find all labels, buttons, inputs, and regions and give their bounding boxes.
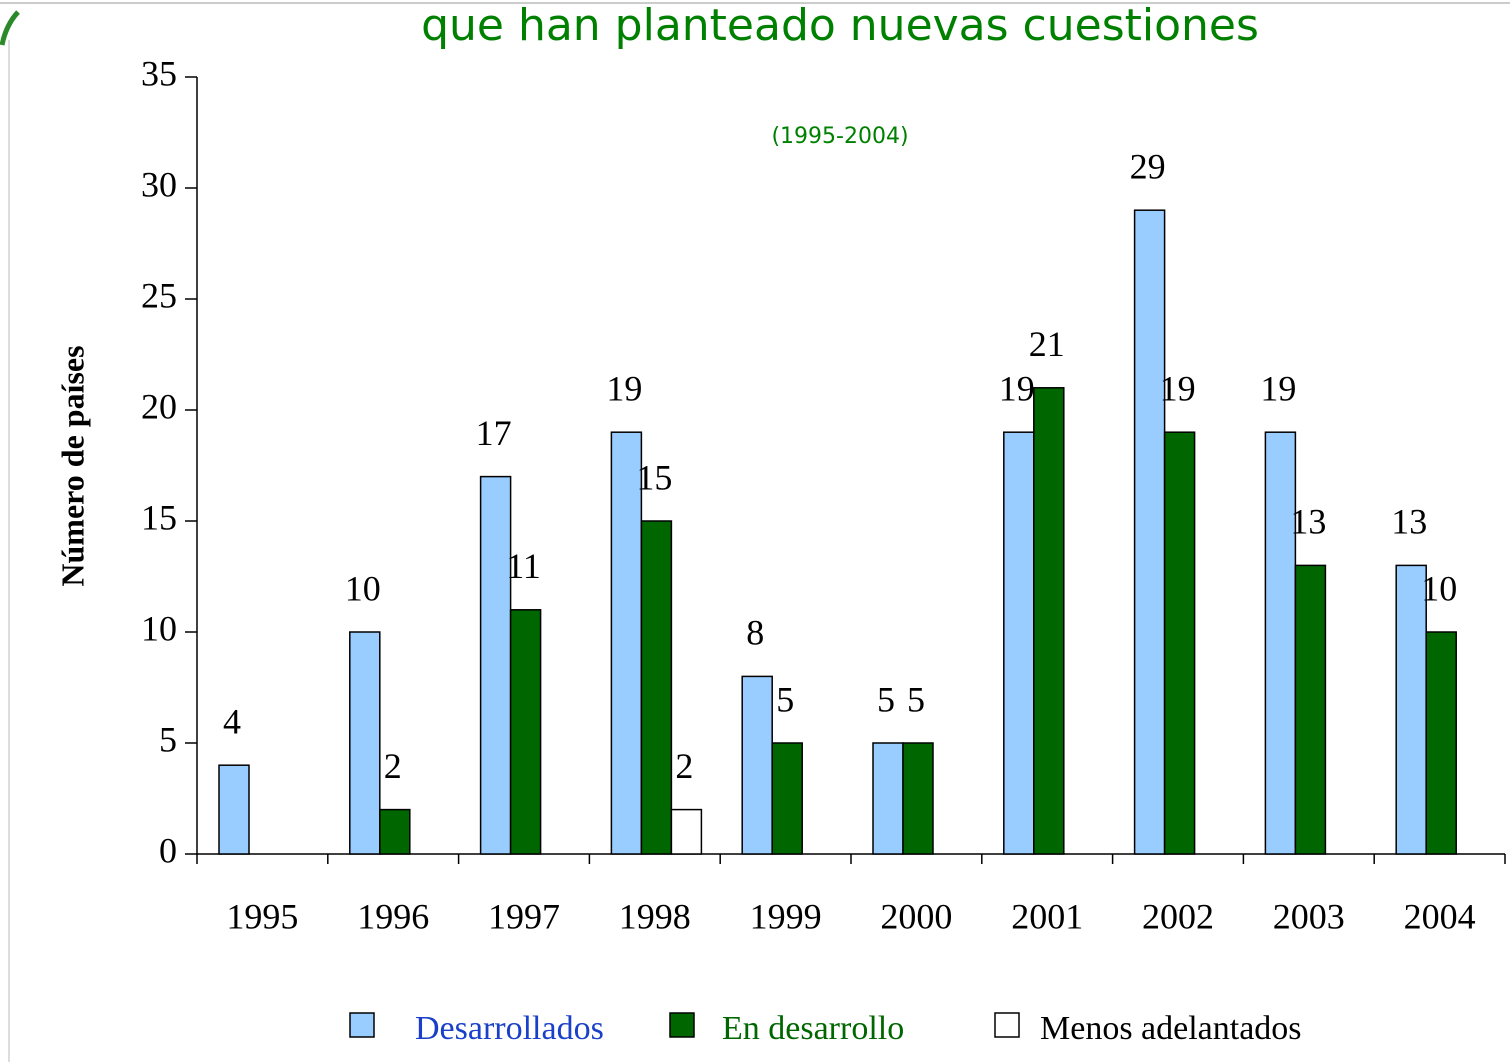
bar — [509, 609, 542, 855]
data-label: 10 — [1421, 568, 1457, 608]
data-label: 5 — [877, 679, 895, 719]
data-label: 19 — [1260, 368, 1296, 408]
x-tick-label: 2003 — [1273, 896, 1345, 936]
legend-swatch — [669, 1012, 695, 1038]
bar — [1033, 387, 1065, 855]
bar — [1294, 564, 1327, 855]
data-label: 19 — [1160, 368, 1196, 408]
data-label: 10 — [345, 568, 381, 608]
data-label: 5 — [907, 679, 925, 719]
x-tick-label: 2002 — [1142, 896, 1214, 936]
x-tick-label: 1999 — [750, 896, 822, 936]
legend-swatch — [349, 1012, 375, 1038]
bar — [379, 808, 411, 855]
bar — [610, 431, 643, 855]
bar — [1133, 209, 1166, 855]
data-label: 21 — [1029, 324, 1065, 364]
y-tick-label: 25 — [141, 275, 177, 315]
bar — [902, 742, 934, 855]
data-label: 13 — [1391, 502, 1427, 542]
data-label: 29 — [1130, 146, 1166, 186]
y-tick-label: 35 — [141, 53, 177, 93]
data-label: 19 — [606, 368, 642, 408]
bar — [1003, 431, 1035, 855]
bar — [479, 475, 512, 855]
bar — [640, 520, 673, 855]
data-label: 8 — [746, 613, 764, 653]
bar — [872, 742, 904, 855]
bar — [741, 675, 773, 855]
legend-label: Desarrollados — [415, 1010, 604, 1047]
chart-title: que han planteado nuevas cuestiones — [421, 0, 1259, 51]
data-label: 2 — [675, 746, 693, 786]
data-label: 5 — [776, 679, 794, 719]
data-label: 4 — [223, 701, 241, 741]
legend-label: En desarrollo — [722, 1010, 904, 1047]
y-tick-label: 15 — [141, 497, 177, 537]
bar — [1264, 431, 1297, 855]
data-label: 13 — [1290, 502, 1326, 542]
decoration — [0, 10, 20, 46]
data-label: 19 — [999, 368, 1035, 408]
bar — [218, 764, 250, 855]
data-label: 17 — [476, 413, 512, 453]
x-tick-label: 1996 — [357, 896, 429, 936]
data-label: 2 — [384, 746, 402, 786]
y-axis-label: Número de países — [54, 345, 90, 586]
bar — [1395, 564, 1427, 855]
y-tick-label: 30 — [141, 164, 177, 204]
bar — [349, 631, 381, 855]
data-label: 15 — [636, 457, 672, 497]
y-tick-label: 5 — [159, 719, 177, 759]
bar — [1163, 431, 1196, 855]
data-label: 11 — [506, 546, 541, 586]
x-tick-label: 1995 — [226, 896, 298, 936]
y-tick-label: 20 — [141, 386, 177, 426]
x-tick-label: 2001 — [1011, 896, 1083, 936]
y-tick-label: 0 — [159, 830, 177, 870]
bar — [1425, 631, 1457, 855]
bar — [670, 808, 703, 855]
x-tick-label: 2004 — [1404, 896, 1476, 936]
legend-label: Menos adelantados — [1040, 1010, 1302, 1047]
y-tick-label: 10 — [141, 608, 177, 648]
legend-swatch — [994, 1012, 1020, 1038]
x-tick-label: 2000 — [880, 896, 952, 936]
bar — [771, 742, 803, 855]
chart-subtitle: (1995-2004) — [771, 124, 908, 149]
x-tick-label: 1997 — [488, 896, 560, 936]
x-tick-label: 1998 — [619, 896, 691, 936]
